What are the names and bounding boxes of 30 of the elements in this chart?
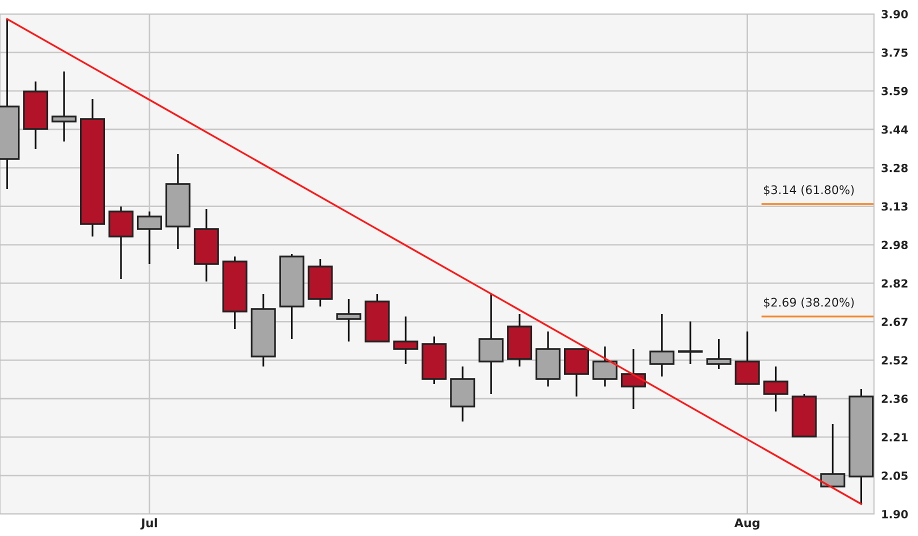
candlestick (820, 423, 846, 488)
y-tick-label: 3.28 (882, 164, 908, 172)
candlestick (393, 316, 418, 365)
candlestick (734, 330, 760, 385)
x-tick-label: Aug (734, 518, 760, 530)
y-tick-label: 3.59 (882, 86, 908, 96)
y-tick-label: 3.44 (882, 125, 908, 134)
y-tick-label: 2.36 (882, 394, 908, 404)
y-tick-label: 3.13 (882, 202, 908, 211)
y-tick-label: 3.90 (882, 10, 908, 18)
candlestick (706, 338, 732, 370)
candlestick (763, 366, 788, 412)
ref-line-label: $2.69 (38.20%) (764, 298, 854, 308)
candlestick (336, 298, 362, 342)
y-tick-label: 2.67 (882, 318, 908, 326)
y-tick-label: 2.98 (882, 240, 908, 250)
candlestick (649, 313, 674, 378)
y-tick-label: 2.52 (882, 356, 908, 365)
y-tick-label: 2.05 (882, 472, 908, 480)
candlestick (620, 348, 646, 410)
candlestick (478, 293, 504, 395)
y-tick-label: 2.82 (882, 279, 908, 288)
y-tick-label: 3.75 (882, 48, 908, 57)
y-tick-label: 2.21 (882, 433, 908, 442)
x-tick-label: Jul (140, 518, 157, 530)
ref-line-label: $3.14 (61.80%) (764, 185, 854, 196)
candlestick (136, 210, 162, 265)
candlestick (52, 70, 77, 142)
y-tick-label: 1.90 (882, 510, 908, 518)
candlestick (592, 346, 618, 388)
